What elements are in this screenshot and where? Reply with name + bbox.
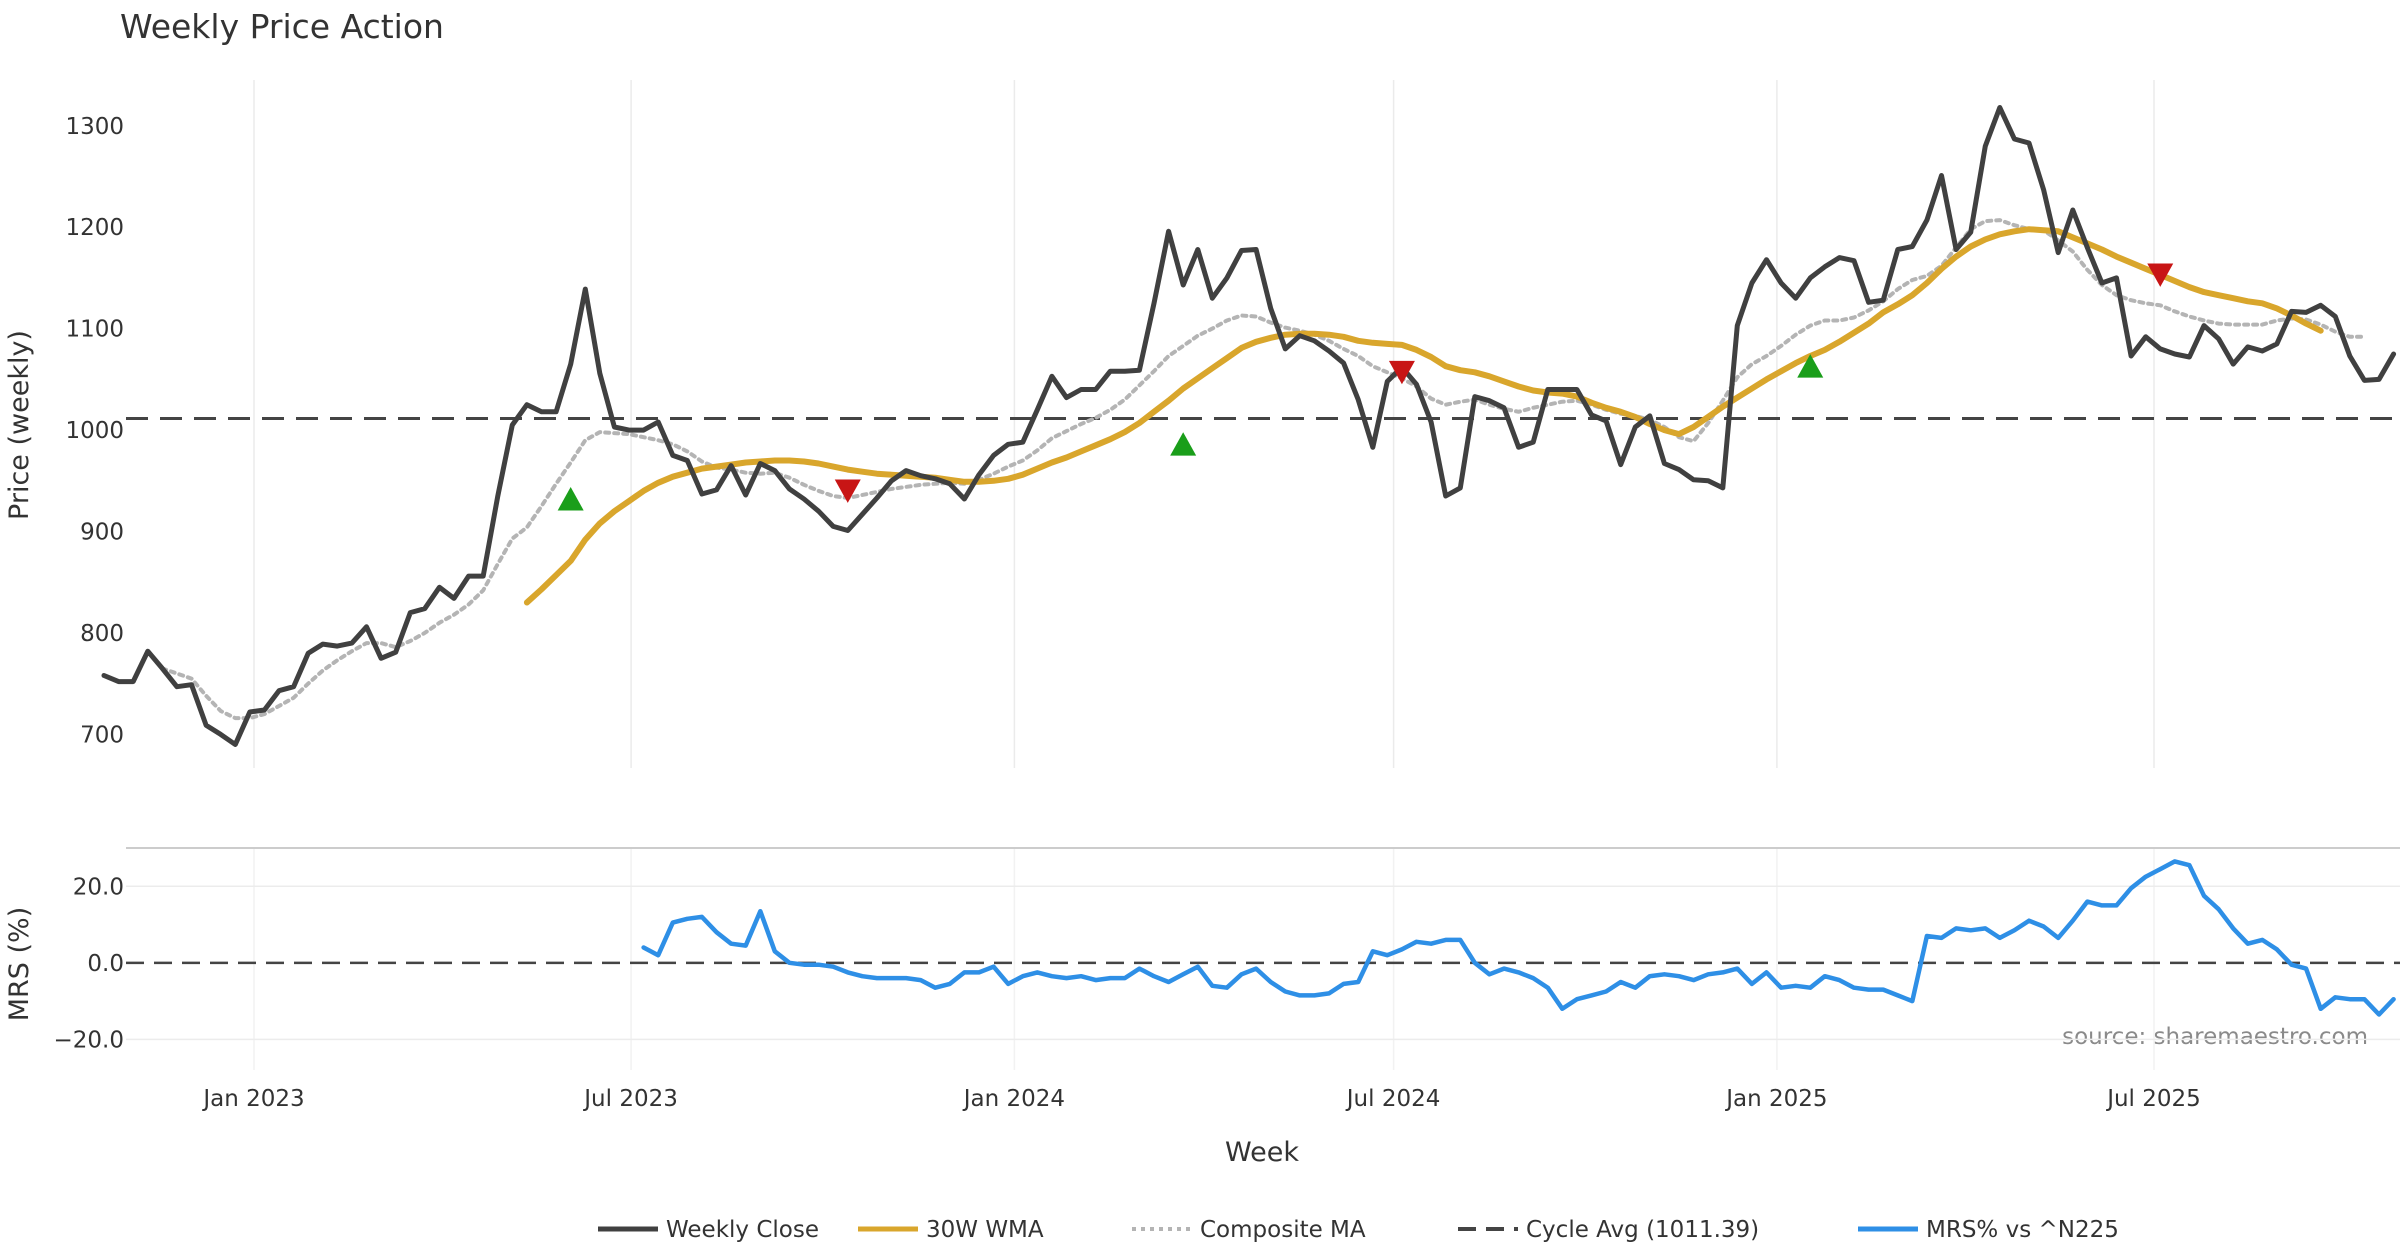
price-y-tick-label: 800 bbox=[80, 621, 124, 647]
chart-title: Weekly Price Action bbox=[120, 7, 444, 46]
series-line-weekly-close bbox=[101, 105, 2397, 747]
buy-signal-marker bbox=[1170, 432, 1197, 456]
price-y-tick-label: 700 bbox=[80, 722, 124, 748]
x-tick-label: Jul 2023 bbox=[582, 1086, 678, 1112]
legend-label: Cycle Avg (1011.39) bbox=[1526, 1217, 1759, 1243]
x-tick-label: Jan 2025 bbox=[1724, 1086, 1827, 1112]
sell-signal-marker bbox=[2147, 263, 2174, 287]
legend-label: 30W WMA bbox=[926, 1217, 1044, 1243]
price-panel: 700 800 900 1000 1100 1200 1300 bbox=[65, 105, 2400, 748]
buy-signal-marker bbox=[1797, 354, 1824, 378]
x-tick-label: Jan 2024 bbox=[962, 1086, 1065, 1112]
x-axis-label: Week bbox=[1225, 1137, 1299, 1168]
price-y-tick-label: 1100 bbox=[65, 317, 124, 343]
series-line-30w-wma bbox=[523, 226, 2324, 606]
legend-label: Composite MA bbox=[1200, 1217, 1366, 1243]
source-annotation: source: sharemaestro.com bbox=[2062, 1024, 2368, 1050]
x-tick-label: Jan 2023 bbox=[201, 1086, 304, 1112]
legend-label: MRS% vs ^N225 bbox=[1926, 1217, 2119, 1243]
grid-layer: Jan 2023 Jul 2023 Jan 2024 Jul 2024 Jan 2025… bbox=[201, 80, 2201, 1112]
price-y-tick-label: 1000 bbox=[65, 418, 124, 444]
mrs-y-axis-label: MRS (%) bbox=[4, 907, 35, 1022]
price-y-tick-label: 1200 bbox=[65, 215, 124, 241]
sell-signal-marker bbox=[834, 479, 861, 503]
price-y-tick-label: 1300 bbox=[65, 114, 124, 140]
mrs-y-tick-label: 0.0 bbox=[87, 951, 124, 977]
mrs-panel: 20.0 0.0 −20.0 bbox=[54, 847, 2400, 1053]
legend-label: Weekly Close bbox=[666, 1217, 819, 1243]
sell-signal-marker bbox=[1388, 360, 1415, 385]
x-tick-label: Jul 2024 bbox=[1345, 1086, 1441, 1112]
mrs-y-tick-label: 20.0 bbox=[73, 874, 124, 900]
price-y-axis-label: Price (weekly) bbox=[4, 330, 35, 520]
buy-signal-marker bbox=[557, 487, 584, 511]
price-y-tick-label: 900 bbox=[80, 520, 124, 546]
legend: Weekly Close 30W WMA Composite MA Cycle Avg… bbox=[598, 1217, 2119, 1243]
mrs-y-tick-label: −20.0 bbox=[54, 1027, 124, 1053]
series-line-composite-ma bbox=[160, 218, 2367, 721]
x-tick-label: Jul 2025 bbox=[2105, 1086, 2201, 1112]
series-line-mrs bbox=[641, 859, 2396, 1017]
